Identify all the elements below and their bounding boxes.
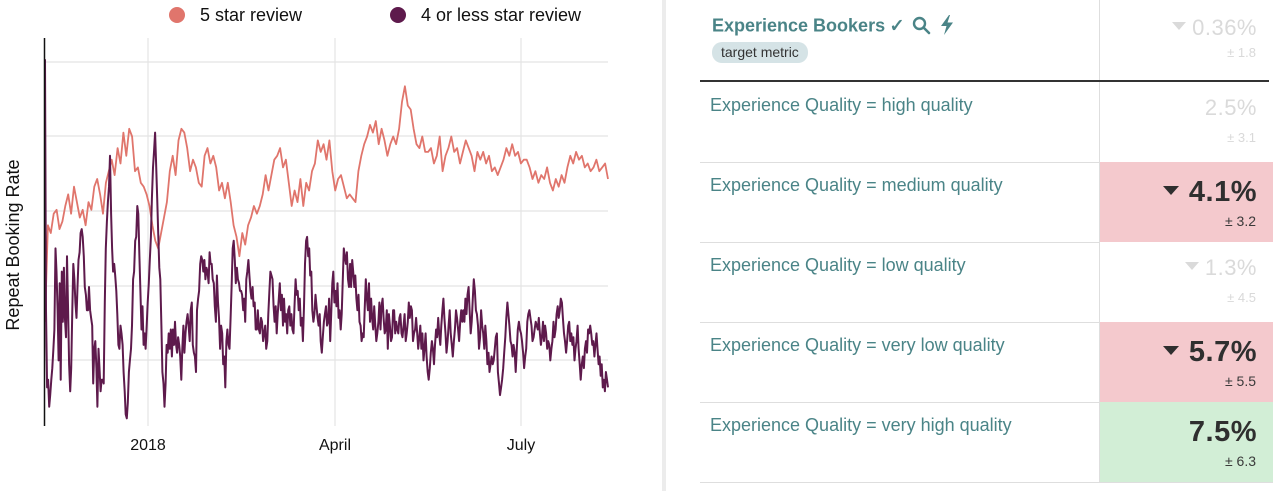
x-tick-label-april: April [319, 437, 351, 454]
row-label[interactable]: Experience Quality = high quality [710, 95, 973, 115]
row-value: 7.5% [1189, 416, 1257, 449]
row-value-text: 7.5% [1188, 416, 1257, 448]
row-value: 5.7% [1162, 336, 1257, 369]
table-row: Experience Quality = very low quality 5.7… [700, 322, 1273, 402]
value-cell: 2.5% ± 3.1 [1099, 82, 1273, 162]
table-row: Experience Quality = very high quality 7.… [700, 402, 1273, 482]
row-value: 2.5% [1205, 95, 1257, 121]
series-line-4-or-less-star [44, 59, 609, 420]
x-tick-label-2018: 2018 [130, 437, 166, 454]
table-row: Experience Quality = high quality 2.5% ± 3… [700, 82, 1273, 162]
row-label[interactable]: Experience Quality = medium quality [710, 175, 1003, 195]
header-value-text: 0.36% [1192, 15, 1257, 40]
legend-item-4-or-less-star[interactable]: 4 or less star review [390, 5, 582, 25]
row-value: 1.3% [1184, 255, 1257, 281]
chart-panel: Repeat Booking Rate 2018 April July 5 st… [0, 0, 662, 491]
header-error: ± 1.8 [1227, 45, 1256, 60]
legend-label-4-or-less-star: 4 or less star review [421, 5, 582, 25]
row-divider [700, 162, 1273, 163]
row-error: ± 4.5 [1227, 290, 1256, 305]
lightning-icon[interactable] [940, 15, 954, 40]
row-error: ± 6.3 [1224, 453, 1256, 469]
row-label[interactable]: Experience Quality = very high quality [710, 415, 1012, 435]
x-tick-label-july: July [507, 437, 535, 454]
row-value-text: 5.7% [1188, 336, 1257, 368]
header-row: Experience Bookers ✓ target metric 0.36%… [700, 0, 1273, 80]
legend-swatch-4-or-less-star [390, 7, 406, 23]
row-divider [700, 402, 1273, 403]
down-arrow-icon [1162, 345, 1179, 355]
row-error: ± 5.5 [1224, 373, 1256, 389]
header-value-cell: 0.36% ± 1.8 [1099, 0, 1273, 80]
header-divider [700, 80, 1269, 82]
row-error: ± 3.2 [1224, 213, 1256, 229]
row-divider [700, 482, 1273, 483]
series-line-5-star [44, 85, 609, 322]
row-error: ± 3.1 [1227, 130, 1256, 145]
search-icon[interactable] [912, 16, 931, 40]
metric-title-line: Experience Bookers ✓ [712, 15, 954, 40]
row-divider [700, 322, 1273, 323]
header-value: 0.36% [1172, 15, 1257, 41]
table-row: Experience Quality = low quality 1.3% ± 4.… [700, 242, 1273, 322]
down-arrow-icon [1162, 185, 1179, 195]
row-label[interactable]: Experience Quality = very low quality [710, 335, 1005, 355]
row-label[interactable]: Experience Quality = low quality [710, 255, 966, 275]
legend-swatch-5-star [169, 7, 185, 23]
value-cell: 5.7% ± 5.5 [1099, 322, 1273, 402]
target-metric-badge: target metric [712, 42, 808, 63]
check-icon: ✓ [889, 15, 905, 36]
table-row: Experience Quality = medium quality 4.1% ±… [700, 162, 1273, 242]
y-axis-label: Repeat Booking Rate [3, 159, 23, 330]
value-cell: 7.5% ± 6.3 [1099, 402, 1273, 482]
legend-item-5-star[interactable]: 5 star review [169, 5, 303, 25]
legend-label-5-star: 5 star review [200, 5, 303, 25]
metric-title[interactable]: Experience Bookers [712, 15, 886, 36]
value-cell: 1.3% ± 4.5 [1099, 242, 1273, 322]
row-value-text: 4.1% [1188, 176, 1257, 208]
row-value: 4.1% [1162, 176, 1257, 209]
down-arrow-icon [1184, 262, 1199, 271]
chart-series [44, 59, 609, 420]
row-value-text: 2.5% [1204, 95, 1257, 120]
line-chart: Repeat Booking Rate 2018 April July 5 st… [3, 5, 609, 454]
row-divider [700, 242, 1273, 243]
value-cell: 4.1% ± 3.2 [1099, 162, 1273, 242]
metrics-table: Experience Bookers ✓ target metric 0.36%… [666, 0, 1280, 491]
row-value-text: 1.3% [1204, 255, 1257, 280]
down-arrow-icon [1172, 22, 1187, 31]
legend: 5 star review 4 or less star review [169, 5, 582, 25]
